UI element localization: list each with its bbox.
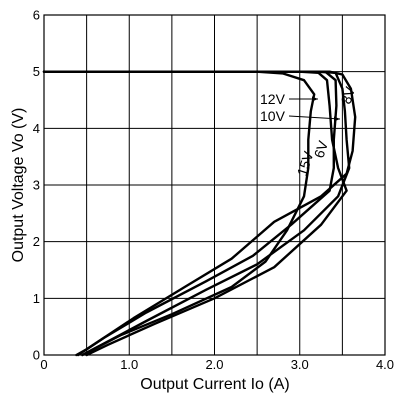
y-axis-label: Output Voltage Vo (V) [10,108,27,263]
annotation-arrowhead-10v [334,116,340,122]
annotation-6v: 6V [311,138,332,160]
series-line-15v [42,70,316,357]
plot-frame [43,14,386,356]
y-tick-label: 1 [33,291,40,306]
annotation-15v: 15V [294,149,317,178]
x-tick-label: 0 [40,357,47,372]
y-tick-label: 5 [33,64,40,79]
series-line-10v [42,70,351,357]
annotation-8v: 8V [338,84,359,106]
series-lines [42,70,357,357]
annotation-arrowhead-12v [312,96,318,102]
series-line-12v [42,70,348,357]
x-tick-label: 1.0 [120,357,138,372]
annotation-leader-10v [288,115,341,120]
y-tick-label: 2 [33,234,40,249]
y-tick-label: 4 [33,121,40,136]
series-line-6v [42,70,338,357]
annotation-10v: 10V [260,108,286,124]
series-line-8v [42,70,357,357]
annotation-12v: 12V [260,91,286,107]
x-tick-label: 2.0 [205,357,223,372]
x-axis-label: Output Current Io (A) [140,376,289,393]
y-tick-label: 3 [33,178,40,193]
tick-labels: 0 1.0 2.0 3.0 4.0 0 1 2 3 4 5 6 [33,8,394,373]
y-tick-label: 0 [33,348,40,363]
x-tick-label: 3.0 [291,357,309,372]
x-tick-label: 4.0 [376,357,394,372]
y-tick-label: 6 [33,8,40,23]
